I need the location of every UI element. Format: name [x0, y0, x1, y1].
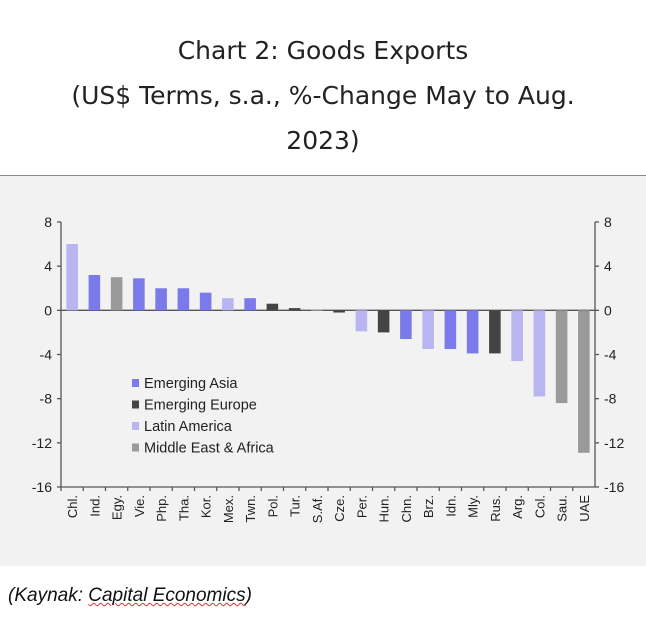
x-tick-label: Idn. — [443, 495, 458, 517]
bar-egy — [110, 277, 123, 311]
divider — [0, 175, 646, 176]
bar-tha — [177, 288, 190, 311]
x-tick-label: Arg. — [510, 495, 525, 519]
caption-source: Capital Economics — [88, 585, 246, 606]
x-tick-label: Mly. — [466, 495, 481, 518]
caption-suffix: ) — [245, 585, 252, 606]
bar-php — [155, 288, 167, 311]
x-tick-label: Kor. — [199, 495, 214, 518]
x-tick-label: Tur. — [288, 495, 303, 517]
y-tick-label-right: 0 — [604, 302, 612, 318]
y-tick-label: 4 — [44, 258, 52, 274]
bar-mly — [466, 310, 479, 354]
y-tick-label-right: -12 — [604, 435, 624, 451]
bar-sau — [555, 310, 568, 404]
bar-arg — [511, 310, 523, 362]
legend-swatch — [132, 443, 139, 452]
bar-vie — [133, 278, 145, 311]
title-line-3: 2023) — [286, 126, 360, 155]
legend-swatch — [132, 422, 139, 430]
y-tick-label: 8 — [44, 214, 52, 230]
x-tick-label: Twn. — [243, 495, 258, 522]
bar-twn — [244, 298, 256, 311]
y-tick-label: -4 — [40, 347, 53, 363]
bar-tur — [288, 308, 301, 311]
x-tick-label: Vie. — [132, 495, 147, 517]
y-tick-label: -16 — [32, 479, 52, 495]
x-tick-label: Mex. — [221, 495, 236, 523]
legend-label: Middle East & Africa — [144, 441, 275, 457]
x-tick-label: Sau. — [555, 495, 570, 522]
bar-saf — [311, 309, 323, 311]
bar-chl — [66, 244, 78, 311]
bar-chn — [400, 310, 412, 340]
x-tick-label: Tha. — [176, 495, 191, 521]
legend-label: Emerging Europe — [144, 398, 257, 414]
x-tick-label: Egy. — [110, 495, 125, 520]
bar-ind — [88, 275, 101, 311]
y-tick-label: -12 — [32, 435, 52, 451]
bar-rus — [489, 310, 501, 354]
x-tick-label: Col. — [532, 495, 547, 518]
caption-prefix: (Kaynak: — [8, 585, 89, 606]
x-tick-label: Cze. — [332, 495, 347, 522]
bar-hun — [377, 310, 390, 333]
x-tick-label: Pol. — [265, 495, 280, 517]
x-tick-label: S.Af. — [310, 495, 325, 523]
title-line-1: Chart 2: Goods Exports — [177, 36, 469, 65]
bar-uae — [578, 310, 590, 453]
x-tick-label: Php. — [154, 495, 169, 522]
x-tick-label: Chl. — [65, 495, 80, 518]
bar-pol — [266, 303, 279, 311]
legend-label: Latin America — [144, 419, 233, 435]
y-tick-label-right: -16 — [604, 479, 624, 495]
bar-per — [355, 310, 368, 332]
bar-col — [533, 310, 546, 397]
y-tick-label-right: -8 — [604, 391, 617, 407]
y-tick-label: -8 — [40, 391, 53, 407]
bar-mex — [222, 298, 234, 311]
x-tick-label: Per. — [354, 495, 369, 518]
source-caption: (Kaynak: Capital Economics) — [8, 585, 252, 607]
legend-swatch — [132, 379, 139, 387]
y-tick-label-right: 8 — [604, 214, 612, 230]
chart-title: Chart 2: Goods Exports (US$ Terms, s.a.,… — [0, 28, 646, 163]
legend-swatch — [132, 400, 139, 409]
x-tick-label: Hun. — [377, 495, 392, 522]
y-tick-label-right: 4 — [604, 258, 612, 274]
x-tick-label: Ind. — [87, 495, 102, 517]
y-tick-label-right: -4 — [604, 347, 617, 363]
x-tick-label: UAE — [577, 495, 592, 522]
bar-brz — [422, 310, 434, 349]
bar-idn — [444, 310, 457, 349]
x-tick-label: Rus. — [488, 495, 503, 522]
x-tick-label: Chn. — [399, 495, 414, 522]
title-line-2: (US$ Terms, s.a., %-Change May to Aug. — [71, 81, 575, 110]
legend-label: Emerging Asia — [144, 376, 238, 392]
y-tick-label: 0 — [44, 302, 52, 318]
x-tick-label: Brz. — [421, 495, 436, 518]
bar-cze — [333, 310, 345, 313]
bar-kor — [199, 292, 212, 311]
